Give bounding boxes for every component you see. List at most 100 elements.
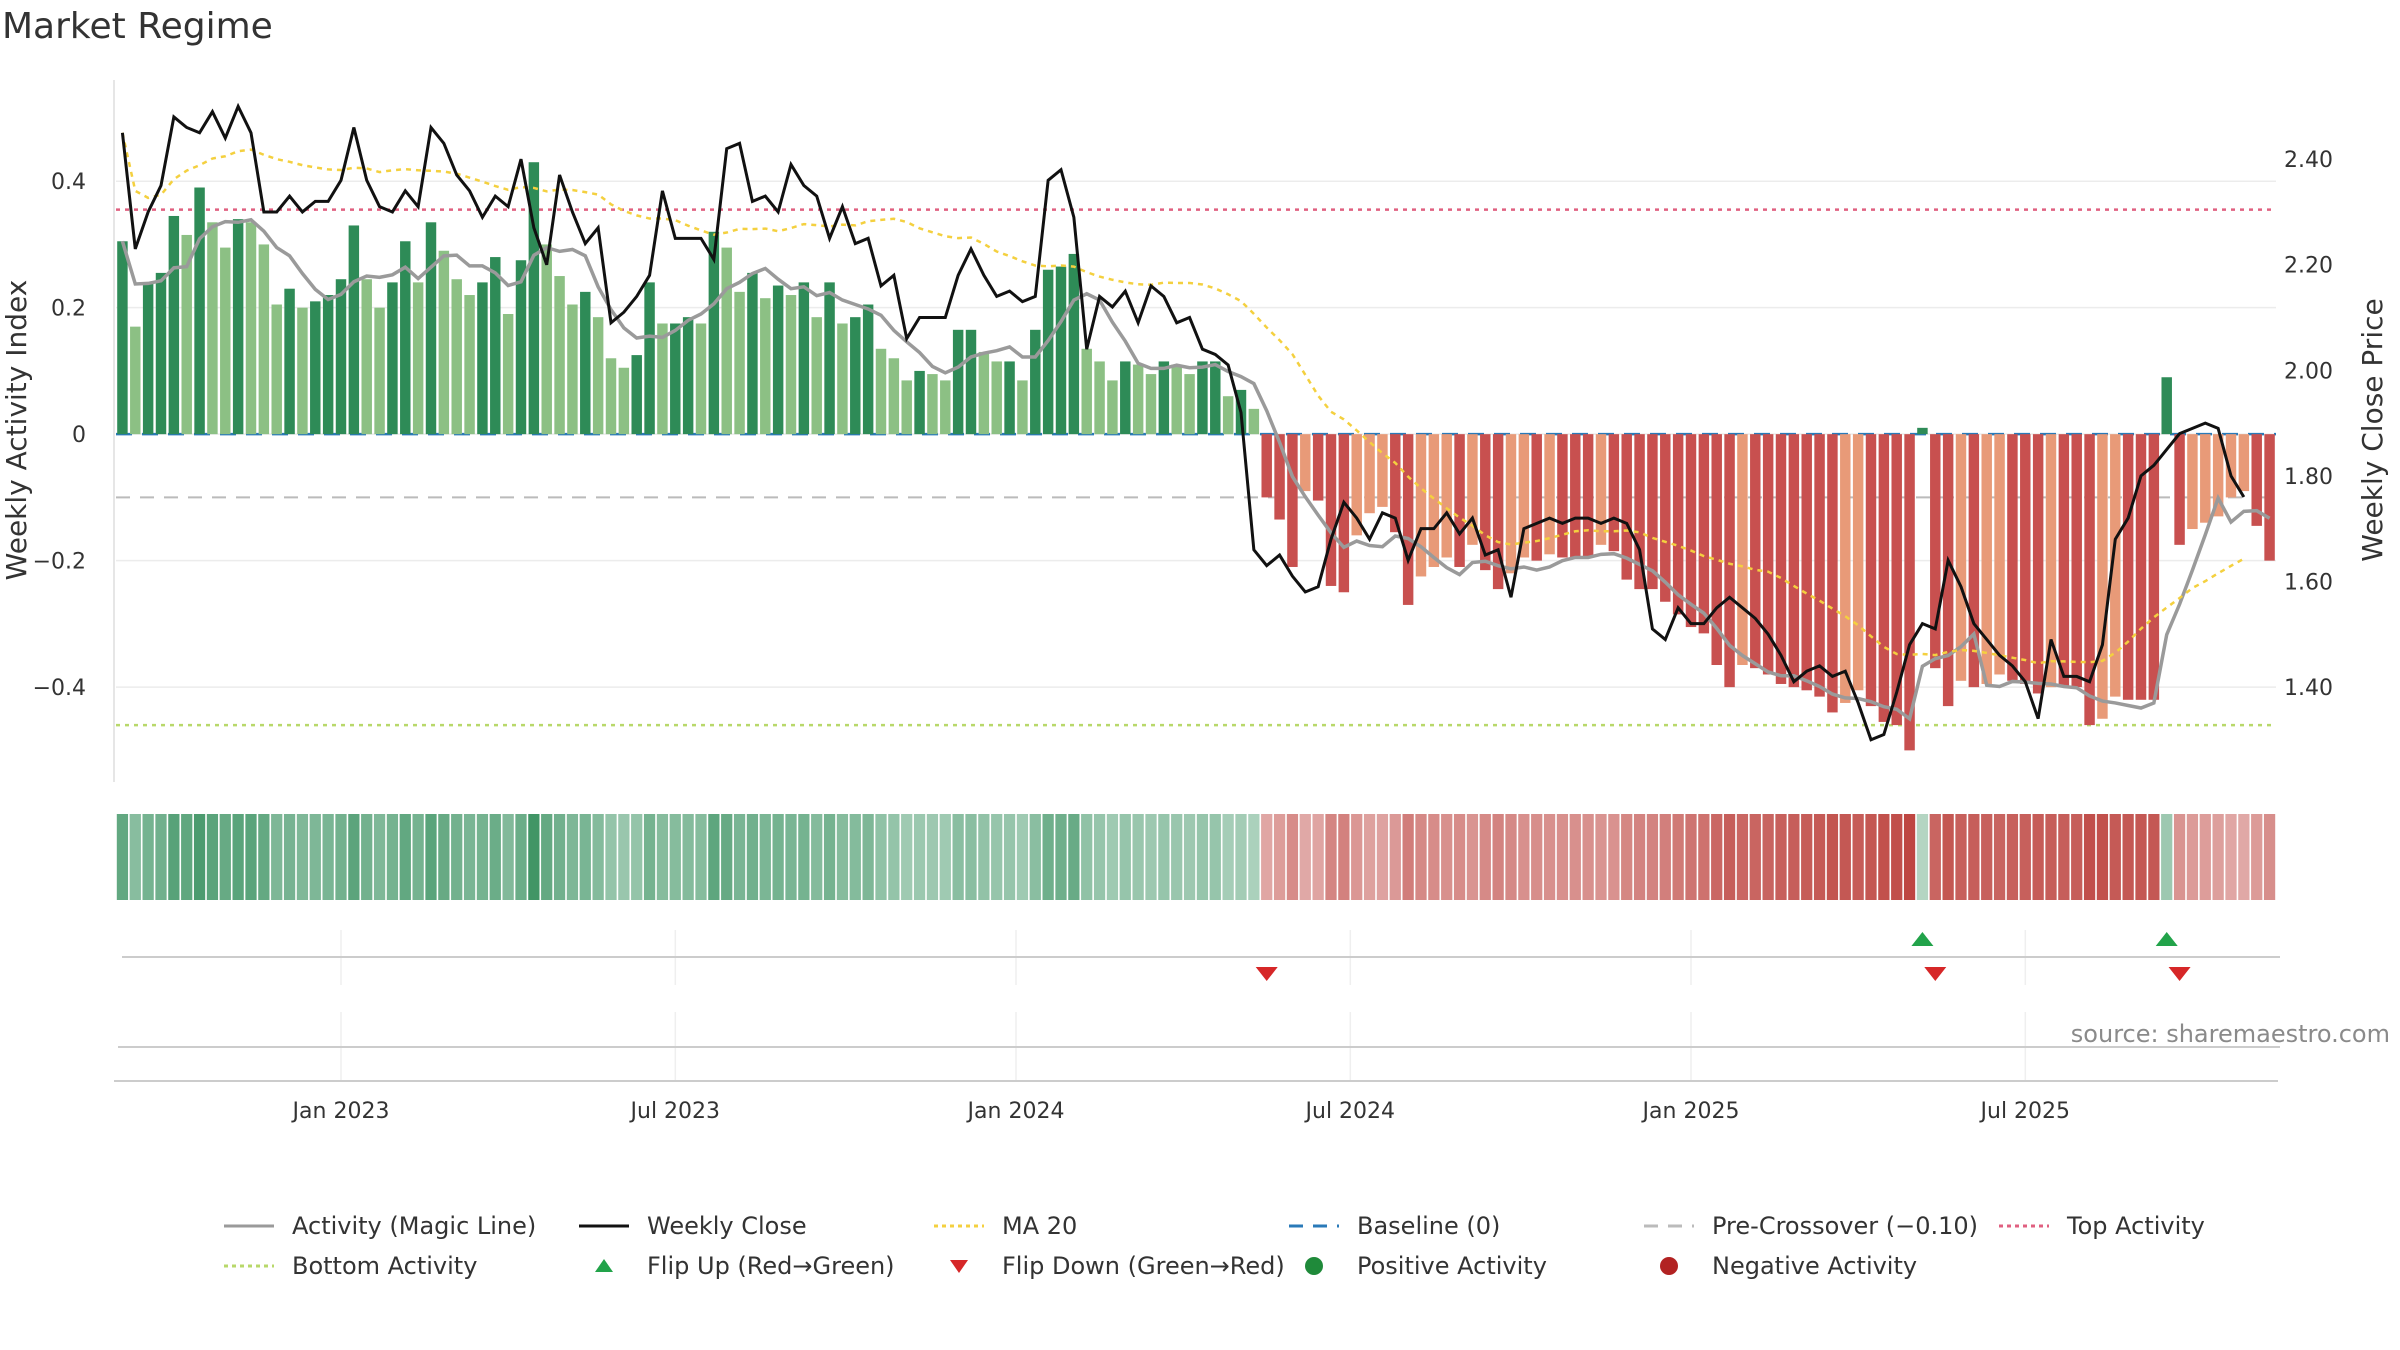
heatmap-cell <box>1055 814 1067 900</box>
heatmap-cell <box>1736 814 1749 900</box>
activity-bar <box>1750 434 1761 669</box>
legend-item: Top Activity <box>1995 1210 2350 1242</box>
axes: −0.4 −0.2 0 0.2 0.4 1.40 1.60 1.80 2.00 2.20 2.40 J… <box>33 80 2333 1124</box>
heatmap-cell <box>1441 814 1453 900</box>
activity-bar <box>438 250 450 435</box>
activity-bar <box>592 317 604 435</box>
activity-bar <box>1518 434 1530 558</box>
activity-bar <box>837 323 848 435</box>
heatmap-cell <box>232 814 244 900</box>
activity-bar <box>2238 434 2250 492</box>
heatmap-cell <box>631 814 643 900</box>
activity-bar <box>2200 434 2211 523</box>
heatmap-cell <box>1852 814 1864 900</box>
activity-bar <box>991 361 1002 435</box>
activity-bar <box>400 241 411 435</box>
activity-bar <box>220 247 231 435</box>
heatmap-cell <box>991 814 1003 900</box>
heatmap-cell <box>1659 814 1671 900</box>
legend-label: Activity (Magic Line) <box>292 1212 537 1240</box>
heatmap-cell <box>335 814 347 900</box>
activity-bar <box>1917 427 1928 435</box>
activity-bar <box>1840 434 1851 703</box>
heatmap-cell <box>1505 814 1517 900</box>
activity-bar <box>1608 434 1620 552</box>
activity-bar <box>2045 434 2057 688</box>
heatmap-cell <box>1595 814 1607 900</box>
heatmap-cell <box>1363 814 1376 900</box>
activity-bar <box>952 329 964 435</box>
legend-label: Top Activity <box>2067 1212 2205 1240</box>
activity-bar <box>940 380 951 435</box>
activity-bar <box>1210 361 1221 435</box>
heatmap-cell <box>1145 814 1157 900</box>
activity-bar <box>1042 269 1054 435</box>
heatmap-cell <box>823 814 836 900</box>
flip-down-marker <box>1924 967 1947 981</box>
activity-bar <box>708 231 720 435</box>
y-axis-label: Weekly Activity Index <box>0 280 33 581</box>
activity-bar <box>644 282 655 435</box>
activity-bar <box>1878 434 1890 722</box>
heatmap-cell <box>1993 814 2006 900</box>
ma20-line <box>121 132 2245 665</box>
activity-bar <box>1827 434 1838 713</box>
activity-bar <box>1107 380 1118 435</box>
legend-swatch <box>1289 1224 1339 1228</box>
activity-bar <box>1891 434 1902 726</box>
legend-swatch <box>950 1260 968 1273</box>
y2-tick-label: 1.40 <box>2284 676 2333 701</box>
activity-bar <box>978 351 990 435</box>
heatmap-cell <box>1428 814 1440 900</box>
heatmap-cell <box>656 814 669 900</box>
activity-bar <box>425 222 437 435</box>
activity-bar <box>1145 374 1157 435</box>
heatmap-cell <box>913 814 926 900</box>
heatmap-cell <box>1723 814 1736 900</box>
heatmap-cell <box>528 814 540 900</box>
heatmap-cell <box>926 814 939 900</box>
legend-label: Flip Down (Green→Red) <box>1002 1252 1285 1280</box>
y2-tick-label: 2.00 <box>2284 359 2333 384</box>
heatmap-cell <box>2212 814 2224 900</box>
x-tick-label: Jul 2024 <box>1304 1099 1396 1124</box>
heatmap-cell <box>2238 814 2250 900</box>
activity-bar <box>1081 348 1092 435</box>
heatmap-cell <box>849 814 861 900</box>
heatmap-cell <box>1813 814 1826 900</box>
activity-bar <box>1492 434 1504 590</box>
activity-bar <box>245 222 257 435</box>
activity-bar <box>1930 434 1941 669</box>
heatmap-cell <box>1042 814 1054 900</box>
activity-bar <box>1441 434 1452 558</box>
legend-swatch <box>934 1224 984 1228</box>
heatmap-cell <box>2173 814 2186 900</box>
activity-bar <box>117 241 128 435</box>
activity-bar <box>670 323 681 435</box>
activity-dots-panel <box>118 1012 2280 1080</box>
activity-bar <box>1647 434 1658 590</box>
heatmap-cell <box>2135 814 2147 900</box>
legend-label: Flip Up (Red→Green) <box>647 1252 895 1280</box>
activity-bar <box>1724 434 1735 688</box>
heatmap-cell <box>2019 814 2031 900</box>
activity-bar <box>618 367 630 435</box>
activity-bar <box>1402 434 1414 605</box>
heatmap-cell <box>1916 814 1929 900</box>
heatmap-cell <box>643 814 656 900</box>
activity-bar <box>515 260 527 435</box>
activity-bar <box>2187 434 2198 530</box>
activity-bar <box>772 285 784 435</box>
heatmap-cell <box>309 814 321 900</box>
heatmap-cell <box>2199 814 2211 900</box>
legend-label: Weekly Close <box>647 1212 807 1240</box>
activity-bar <box>875 348 887 435</box>
activity-bars <box>117 162 2275 751</box>
activity-bar <box>1390 434 1401 533</box>
heatmap-cell <box>1698 814 1710 900</box>
activity-bar <box>528 162 540 435</box>
heatmap-cell <box>579 814 591 900</box>
activity-bar <box>1325 434 1337 586</box>
activity-bar <box>1428 434 1440 567</box>
heatmap-cell <box>952 814 964 900</box>
